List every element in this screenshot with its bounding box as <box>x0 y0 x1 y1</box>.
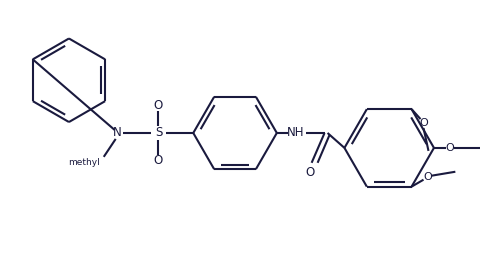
Text: O: O <box>154 99 163 112</box>
Text: methyl: methyl <box>68 158 100 167</box>
Text: O: O <box>423 172 432 182</box>
Text: S: S <box>155 126 162 140</box>
Text: O: O <box>305 166 314 179</box>
Text: O: O <box>154 154 163 167</box>
Text: N: N <box>113 126 122 140</box>
Text: NH: NH <box>287 126 304 140</box>
Text: O: O <box>419 118 428 128</box>
Text: O: O <box>446 143 454 153</box>
